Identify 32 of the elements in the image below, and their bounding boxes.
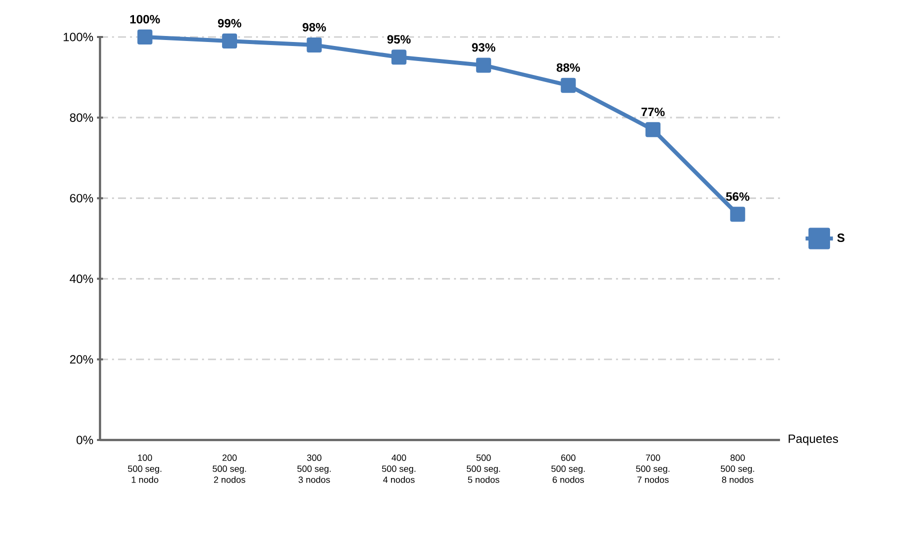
x-tick-label: 500 500 seg. 5 nodos — [466, 454, 500, 483]
x-tick-label: 800 500 seg. 8 nodos — [720, 454, 754, 483]
x-tick-label: 200 500 seg. 2 nodos — [212, 454, 246, 483]
x-tick-label: 700 500 seg. 7 nodos — [636, 454, 670, 483]
x-tick-label: 100 500 seg. 1 nodo — [128, 454, 162, 483]
y-tick-label: 80% — [70, 113, 94, 122]
point — [222, 34, 238, 49]
y-tick-label: 40% — [70, 274, 94, 284]
point — [306, 38, 322, 53]
data-label: 77% — [641, 108, 665, 116]
x-tick-label: 400 500 seg. 4 nodos — [382, 454, 416, 483]
point — [476, 58, 492, 73]
data-label: 56% — [726, 192, 750, 201]
y-tick-label: 20% — [70, 355, 94, 364]
point — [137, 29, 152, 44]
data-label: 100% — [130, 14, 160, 24]
point — [645, 122, 660, 138]
point — [560, 78, 576, 93]
data-label: 95% — [387, 35, 411, 44]
legend-label: S — [837, 234, 844, 242]
data-label: 88% — [556, 63, 580, 72]
x-axis-title: Paquetes — [788, 434, 838, 446]
y-tick-label: 100% — [64, 32, 94, 42]
data-label: 99% — [218, 19, 242, 28]
x-tick-label: 600 500 seg. 6 nodos — [551, 454, 585, 483]
data-label: 93% — [472, 43, 496, 52]
x-tick-label: 300 500 seg. 3 nodos — [297, 454, 331, 483]
data-label: 98% — [302, 23, 326, 32]
point — [391, 50, 406, 65]
y-tick-label: 60% — [70, 194, 94, 202]
y-tick-label: 0% — [76, 436, 94, 444]
point — [730, 206, 746, 222]
